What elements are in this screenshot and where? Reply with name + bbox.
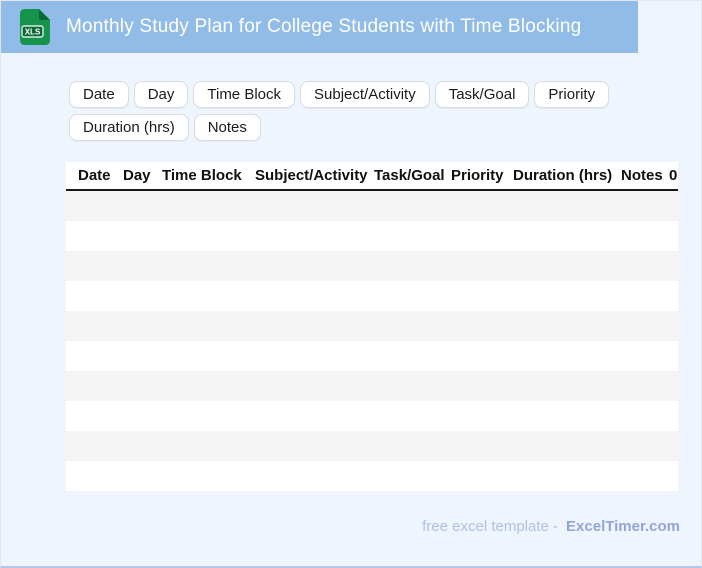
column-header-0: 0 (669, 167, 678, 184)
column-header-priority: Priority (451, 167, 504, 184)
svg-text:XLS: XLS (25, 28, 41, 37)
xls-file-icon: XLS (20, 9, 50, 45)
column-header-duration-hrs: Duration (hrs) (513, 167, 613, 184)
column-header-date: Date (78, 167, 111, 184)
table-row (66, 371, 678, 401)
table-row (66, 251, 678, 281)
table-body (66, 191, 678, 491)
chip-date[interactable]: Date (69, 81, 129, 108)
chip-priority[interactable]: Priority (534, 81, 610, 108)
column-header-notes: Notes (621, 167, 663, 184)
table-row (66, 341, 678, 371)
table-row (66, 281, 678, 311)
column-header-day: Day (123, 167, 151, 184)
table-row (66, 191, 678, 221)
table-row (66, 431, 678, 461)
chip-task-goal[interactable]: Task/Goal (434, 81, 530, 108)
chip-notes[interactable]: Notes (193, 114, 261, 141)
page-title: Monthly Study Plan for College Students … (66, 16, 582, 37)
study-plan-table: Date Day Time Block Subject/Activity Task/Go… (66, 162, 678, 491)
footer-brand-link[interactable]: ExcelTimer.com (566, 518, 680, 535)
table-row (66, 401, 678, 431)
footer: free excel template - ExcelTimer.com (1, 518, 701, 535)
header-bar: XLS Monthly Study Plan for College Stude… (1, 1, 638, 53)
chip-duration-hrs[interactable]: Duration (hrs) (69, 114, 189, 141)
chip-day[interactable]: Day (133, 81, 189, 108)
table-row (66, 221, 678, 251)
table-row (66, 461, 678, 491)
column-header-task-goal: Task/Goal (374, 167, 445, 184)
footer-text: free excel template - (422, 518, 559, 535)
column-header-subject-activity: Subject/Activity (255, 167, 368, 184)
column-header-time-block: Time Block (162, 167, 242, 184)
column-chips: Date Day Time Block Subject/Activity Task/Go… (69, 81, 681, 141)
table-row (66, 311, 678, 341)
table-header-row: Date Day Time Block Subject/Activity Task/Go… (66, 162, 678, 191)
chip-time-block[interactable]: Time Block (193, 81, 295, 108)
chip-subject-activity[interactable]: Subject/Activity (300, 81, 430, 108)
